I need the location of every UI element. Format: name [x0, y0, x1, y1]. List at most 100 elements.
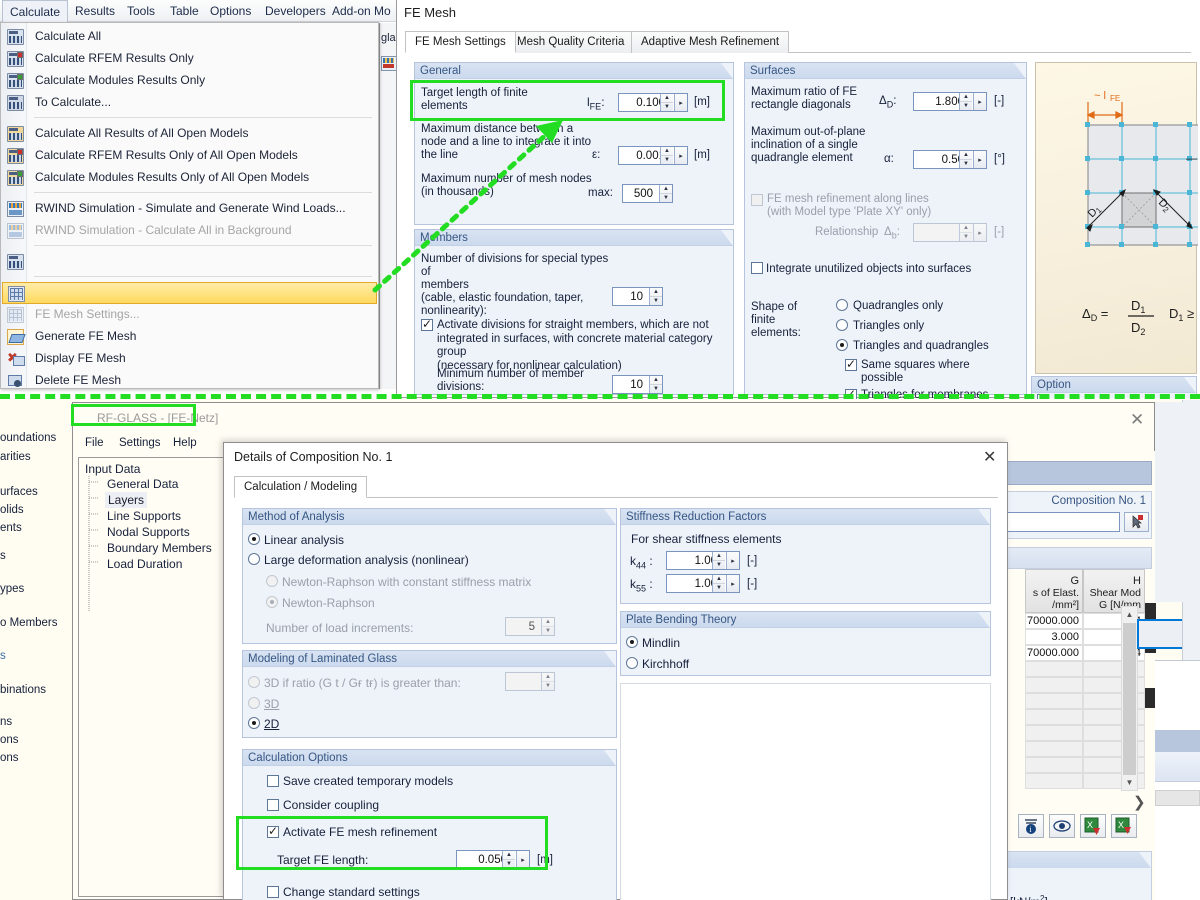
table-cell[interactable] [1025, 709, 1083, 725]
menubar-item-options[interactable]: Options [210, 4, 252, 18]
tree-item-load-duration[interactable]: Load Duration [107, 557, 183, 571]
menubar-item-developers[interactable]: Developers [265, 4, 326, 18]
mindlin-radio[interactable] [626, 636, 638, 648]
composition-input[interactable] [990, 512, 1120, 532]
max-inclination-spinner[interactable]: ▲ ▼ [959, 151, 972, 168]
member-divisions-spinner[interactable]: ▲ ▼ [649, 288, 662, 305]
menu-item-calculate-all[interactable]: Calculate All [2, 26, 377, 48]
menubar-item-addon[interactable]: Add-on Mo [332, 4, 391, 18]
activate-divisions-checkbox[interactable] [421, 317, 433, 331]
tree-item-line-supports[interactable]: Line Supports [107, 509, 182, 523]
table-cell[interactable]: 3.000 [1025, 629, 1083, 645]
shape-quadrangles-radio[interactable] [836, 299, 848, 311]
menubar-item-table[interactable]: Table [170, 4, 199, 18]
tree-item-nodal-supports[interactable]: Nodal Supports [107, 525, 190, 539]
table-cell[interactable] [1025, 773, 1083, 789]
table-cell[interactable] [1025, 725, 1083, 741]
max-nodes-spinner[interactable]: ▲ ▼ [659, 185, 672, 202]
linear-analysis-radio[interactable] [248, 533, 260, 545]
shape-triangles-radio[interactable] [836, 319, 848, 331]
k55-spinner[interactable]: ▲ ▼ [712, 575, 725, 592]
rf-glass-tree-panel[interactable]: Input Data General Data Layers Line Supp… [78, 457, 228, 897]
rf-glass-menu-file[interactable]: File [85, 437, 104, 449]
max-nodes-field[interactable]: 500 ▲ ▼ [622, 184, 673, 203]
target-fe-length-dropdown-arrow[interactable]: ▸ [516, 851, 529, 868]
menu-item-fe-mesh-settings[interactable] [2, 282, 377, 304]
max-inclination-dropdown-arrow[interactable]: ▸ [973, 151, 986, 168]
save-temporary-models-checkbox[interactable] [267, 775, 279, 787]
target-length-field[interactable]: 0.100 ▲ ▼ ▸ [618, 93, 688, 112]
tree-item-general-data[interactable]: General Data [107, 477, 179, 491]
target-fe-length-spinner[interactable]: ▲ ▼ [502, 851, 515, 868]
table-header-g[interactable]: G s of Elast. /mm²] [1025, 569, 1083, 613]
max-inclination-field[interactable]: 0.50 ▲ ▼ ▸ [913, 150, 987, 169]
table-cell[interactable]: 70000.000 [1025, 645, 1083, 661]
composition-pick-button[interactable] [1124, 512, 1149, 532]
tab-calculation-modeling[interactable]: Calculation / Modeling [234, 476, 368, 498]
menubar-item-results[interactable]: Results [75, 4, 116, 18]
table-cell[interactable]: 70000.000 [1025, 613, 1083, 629]
table-vertical-scrollbar[interactable]: ▲ ▼ [1121, 606, 1138, 791]
tab-adaptive-mesh-refinement[interactable]: Adaptive Mesh Refinement [631, 31, 790, 53]
menu-item-calculation-parameters[interactable] [2, 251, 377, 273]
menu-item-fe-mesh-statistic[interactable]: Delete FE Mesh [2, 370, 377, 392]
menu-item-calculate-rfem-results-only[interactable]: Calculate RFEM Results Only [2, 48, 377, 70]
menu-item-calculate-all-results-all-open-models[interactable]: Calculate All Results of All Open Models [2, 123, 377, 145]
export-excel-button[interactable]: X [1080, 814, 1106, 838]
tree-item-boundary-members[interactable]: Boundary Members [107, 541, 212, 555]
table-cell[interactable] [1025, 661, 1083, 677]
scroll-up-arrow-icon[interactable]: ▲ [1122, 607, 1137, 622]
k44-dropdown-arrow[interactable]: ▸ [726, 552, 739, 569]
table-cell[interactable] [1025, 677, 1083, 693]
tab-mesh-quality-criteria[interactable]: Mesh Quality Criteria [507, 31, 635, 53]
target-length-spinner[interactable]: ▲ ▼ [660, 94, 673, 111]
max-ratio-dropdown-arrow[interactable]: ▸ [973, 93, 986, 110]
rf-glass-menu-help[interactable]: Help [173, 437, 197, 449]
k44-field[interactable]: 1.00 ▲ ▼ ▸ [666, 551, 740, 570]
shape-triangles-quadrangles-radio[interactable] [836, 339, 848, 351]
min-divisions-spinner[interactable]: ▲ ▼ [649, 376, 662, 393]
same-squares-checkbox[interactable] [845, 357, 857, 371]
member-divisions-field[interactable]: 10 ▲ ▼ [612, 287, 663, 306]
tree-item-layers[interactable]: Layers [105, 492, 148, 508]
consider-coupling-checkbox[interactable] [267, 799, 279, 811]
max-ratio-field[interactable]: 1.800 ▲ ▼ ▸ [913, 92, 987, 111]
scroll-down-arrow-icon[interactable]: ▼ [1122, 775, 1137, 790]
max-ratio-spinner[interactable]: ▲ ▼ [959, 93, 972, 110]
menu-item-rwind-simulate[interactable]: RWIND Simulation - Simulate and Generate… [2, 198, 377, 220]
import-excel-button[interactable]: X [1111, 814, 1137, 838]
kirchhoff-radio[interactable] [626, 657, 638, 669]
target-fe-length-field[interactable]: 0.050 ▲ ▼ ▸ [456, 850, 530, 869]
menu-item-delete-fe-mesh[interactable]: Display FE Mesh [2, 348, 377, 370]
k55-dropdown-arrow[interactable]: ▸ [726, 575, 739, 592]
activate-fe-refinement-checkbox[interactable] [267, 824, 279, 838]
rf-glass-close-icon[interactable]: ✕ [1130, 410, 1145, 429]
integrate-unutilized-checkbox[interactable] [751, 262, 763, 274]
background-toolbar-icon[interactable] [381, 56, 397, 71]
expand-right-arrow-icon[interactable]: ❯ [1133, 794, 1146, 811]
max-distance-field[interactable]: 0.001 ▲ ▼ ▸ [618, 146, 688, 165]
table-cell[interactable] [1025, 741, 1083, 757]
max-distance-spinner[interactable]: ▲ ▼ [660, 147, 673, 164]
table-scroll-thumb[interactable] [1123, 623, 1136, 778]
change-standard-settings-checkbox[interactable] [267, 886, 279, 898]
max-distance-dropdown-arrow[interactable]: ▸ [674, 147, 687, 164]
table-header-h[interactable]: H Shear Mod G [N/mm [1083, 569, 1145, 613]
info-button[interactable]: i [1018, 814, 1044, 838]
view-button[interactable] [1049, 814, 1075, 838]
glass-2d-radio[interactable] [248, 717, 260, 729]
tab-fe-mesh-settings[interactable]: FE Mesh Settings [405, 31, 516, 53]
menu-item-calculate-modules-results-all-open-models[interactable]: Calculate Modules Results Only of All Op… [2, 167, 377, 189]
table-cell[interactable] [1025, 693, 1083, 709]
rf-glass-menu-settings[interactable]: Settings [119, 437, 161, 449]
menu-item-calculate-rfem-results-all-open-models[interactable]: Calculate RFEM Results Only of All Open … [2, 145, 377, 167]
menu-item-display-fe-mesh[interactable]: Generate FE Mesh [2, 326, 377, 348]
menubar-item-tools[interactable]: Tools [127, 4, 156, 18]
menu-item-calculate-modules-results-only[interactable]: Calculate Modules Results Only [2, 70, 377, 92]
table-cell[interactable] [1025, 757, 1083, 773]
min-divisions-field[interactable]: 10 ▲ ▼ [612, 375, 663, 394]
k55-field[interactable]: 1.00 ▲ ▼ ▸ [666, 574, 740, 593]
k44-spinner[interactable]: ▲ ▼ [712, 552, 725, 569]
target-length-dropdown-arrow[interactable]: ▸ [674, 94, 687, 111]
details-dialog-close-icon[interactable]: ✕ [983, 449, 997, 466]
